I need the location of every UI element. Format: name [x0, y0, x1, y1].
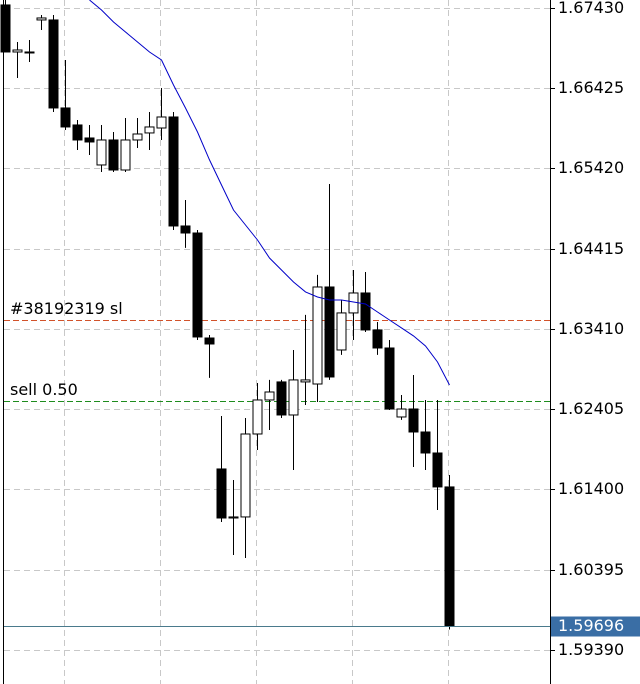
candle-body	[12, 49, 23, 53]
candle-body	[180, 225, 191, 234]
candle-body	[396, 408, 407, 418]
candle-body	[300, 379, 311, 383]
y-tick-label: 1.64415	[558, 239, 624, 258]
y-tick-label: 1.60395	[558, 560, 624, 579]
candle-body	[288, 379, 299, 416]
candle-body	[96, 139, 107, 166]
candle-body	[216, 468, 227, 519]
candle-body	[420, 431, 431, 454]
candle-body	[252, 399, 263, 435]
y-tick-label: 1.62405	[558, 399, 624, 418]
candle-body	[384, 347, 395, 410]
candle-body	[132, 133, 143, 141]
candle-body	[156, 116, 167, 129]
current-price-box	[551, 616, 640, 637]
candle-body	[240, 433, 251, 518]
candle-body	[60, 107, 71, 128]
candle-body	[408, 408, 419, 433]
candle-body	[192, 232, 203, 338]
candle-body	[444, 486, 455, 627]
candle-body	[36, 17, 47, 21]
candle-body	[432, 452, 443, 488]
candle-body	[48, 19, 59, 109]
candle-body	[336, 312, 347, 351]
candle-body	[276, 381, 287, 416]
y-tick-label: 1.67430	[558, 0, 624, 17]
order-label: sell 0.50	[10, 380, 78, 399]
candle-body	[228, 516, 239, 519]
candle-body	[264, 391, 275, 401]
candle-body	[84, 137, 95, 143]
order-label: #38192319 sl	[10, 299, 123, 318]
candle-body	[108, 139, 119, 171]
current-price-label: 1.59696	[558, 616, 624, 635]
candle-body	[312, 286, 323, 385]
candle-body	[204, 337, 215, 345]
y-tick-label: 1.61400	[558, 479, 624, 498]
candle-body	[72, 124, 83, 141]
candle-body	[120, 139, 131, 171]
moving-average	[89, 0, 450, 386]
y-tick-label: 1.63410	[558, 319, 624, 338]
candle-body	[324, 286, 335, 378]
candle-body	[360, 292, 371, 331]
y-tick-label: 1.65420	[558, 158, 624, 177]
y-tick-label: 1.66425	[558, 78, 624, 97]
y-tick-label: 1.59390	[558, 640, 624, 659]
candle-body	[372, 329, 383, 349]
candle-body	[144, 126, 155, 134]
candle-body	[0, 4, 11, 53]
candle-body	[24, 51, 35, 54]
candle-body	[168, 116, 179, 227]
